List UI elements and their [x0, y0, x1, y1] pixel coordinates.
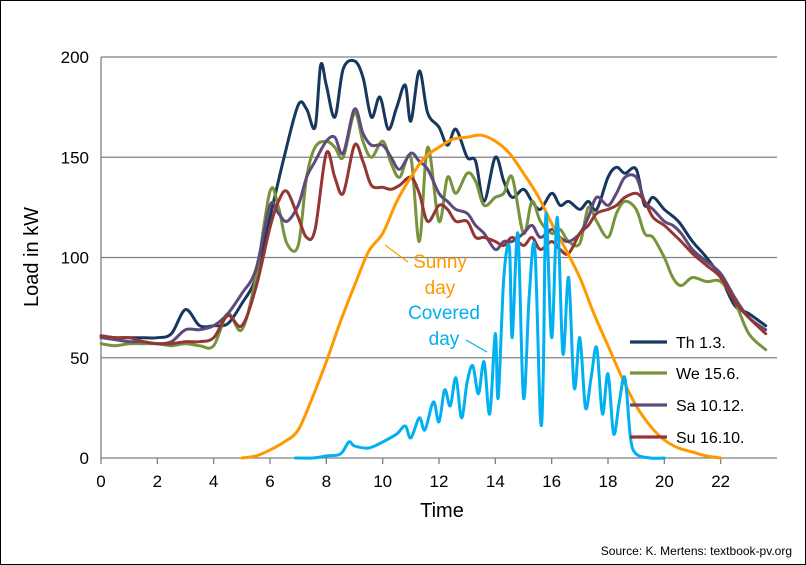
annotation-leader [384, 244, 409, 263]
x-tick-labels: 0 2 4 6 8 10 12 14 16 18 20 22 [96, 472, 730, 491]
series-line-th-1-3 [99, 58, 768, 340]
y-tick-50: 50 [70, 349, 89, 368]
y-tick-200: 200 [61, 48, 89, 67]
annotation-covered-day: Covered day [408, 303, 488, 353]
series-line-sa-10-12 [99, 107, 768, 346]
series-line-su-16-10 [99, 142, 768, 346]
legend-label: Sa 10.12. [676, 398, 745, 415]
x-tick-12: 12 [430, 472, 449, 491]
annotation-line: Covered [408, 303, 480, 324]
x-tick-8: 8 [322, 472, 331, 491]
legend-label: Th 1.3. [676, 335, 726, 352]
x-tick-14: 14 [486, 472, 505, 491]
legend-item-th-1-3: Th 1.3. [630, 335, 726, 352]
x-tick-20: 20 [655, 472, 674, 491]
series-line-sunny-day [240, 133, 723, 460]
annotations: Sunny day Covered day [384, 244, 488, 353]
legend-item-su-16-10: Su 16.10. [630, 430, 745, 447]
y-tick-150: 150 [61, 148, 89, 167]
annotation-line: Sunny [413, 252, 467, 273]
legend-label: Su 16.10. [676, 430, 745, 447]
source-note: Source: K. Mertens: textbook-pv.org [601, 544, 792, 558]
annotation-line: day [429, 329, 460, 350]
x-tick-6: 6 [265, 472, 274, 491]
x-tick-10: 10 [373, 472, 392, 491]
y-tick-0: 0 [80, 449, 89, 468]
legend-label: We 15.6. [676, 366, 740, 383]
legend: Th 1.3. We 15.6. Sa 10.12. Su 16.10. [630, 335, 745, 447]
y-axis-label: Load in kW [21, 207, 43, 307]
legend-item-we-15-6: We 15.6. [630, 366, 740, 383]
series-lines [99, 58, 768, 460]
x-tick-0: 0 [96, 472, 105, 491]
annotation-line: day [425, 278, 456, 299]
annotation-sunny-day: Sunny day [384, 244, 467, 299]
x-tick-22: 22 [711, 472, 730, 491]
x-tick-4: 4 [209, 472, 218, 491]
y-tick-labels: 0 50 100 150 200 [61, 48, 89, 468]
annotation-leader [465, 339, 488, 353]
series-line-covered-day [293, 211, 666, 460]
x-tick-2: 2 [153, 472, 162, 491]
x-axis-label: Time [420, 500, 464, 522]
legend-item-sa-10-12: Sa 10.12. [630, 398, 745, 415]
x-tick-16: 16 [542, 472, 561, 491]
y-tick-100: 100 [61, 249, 89, 268]
x-tick-18: 18 [599, 472, 618, 491]
